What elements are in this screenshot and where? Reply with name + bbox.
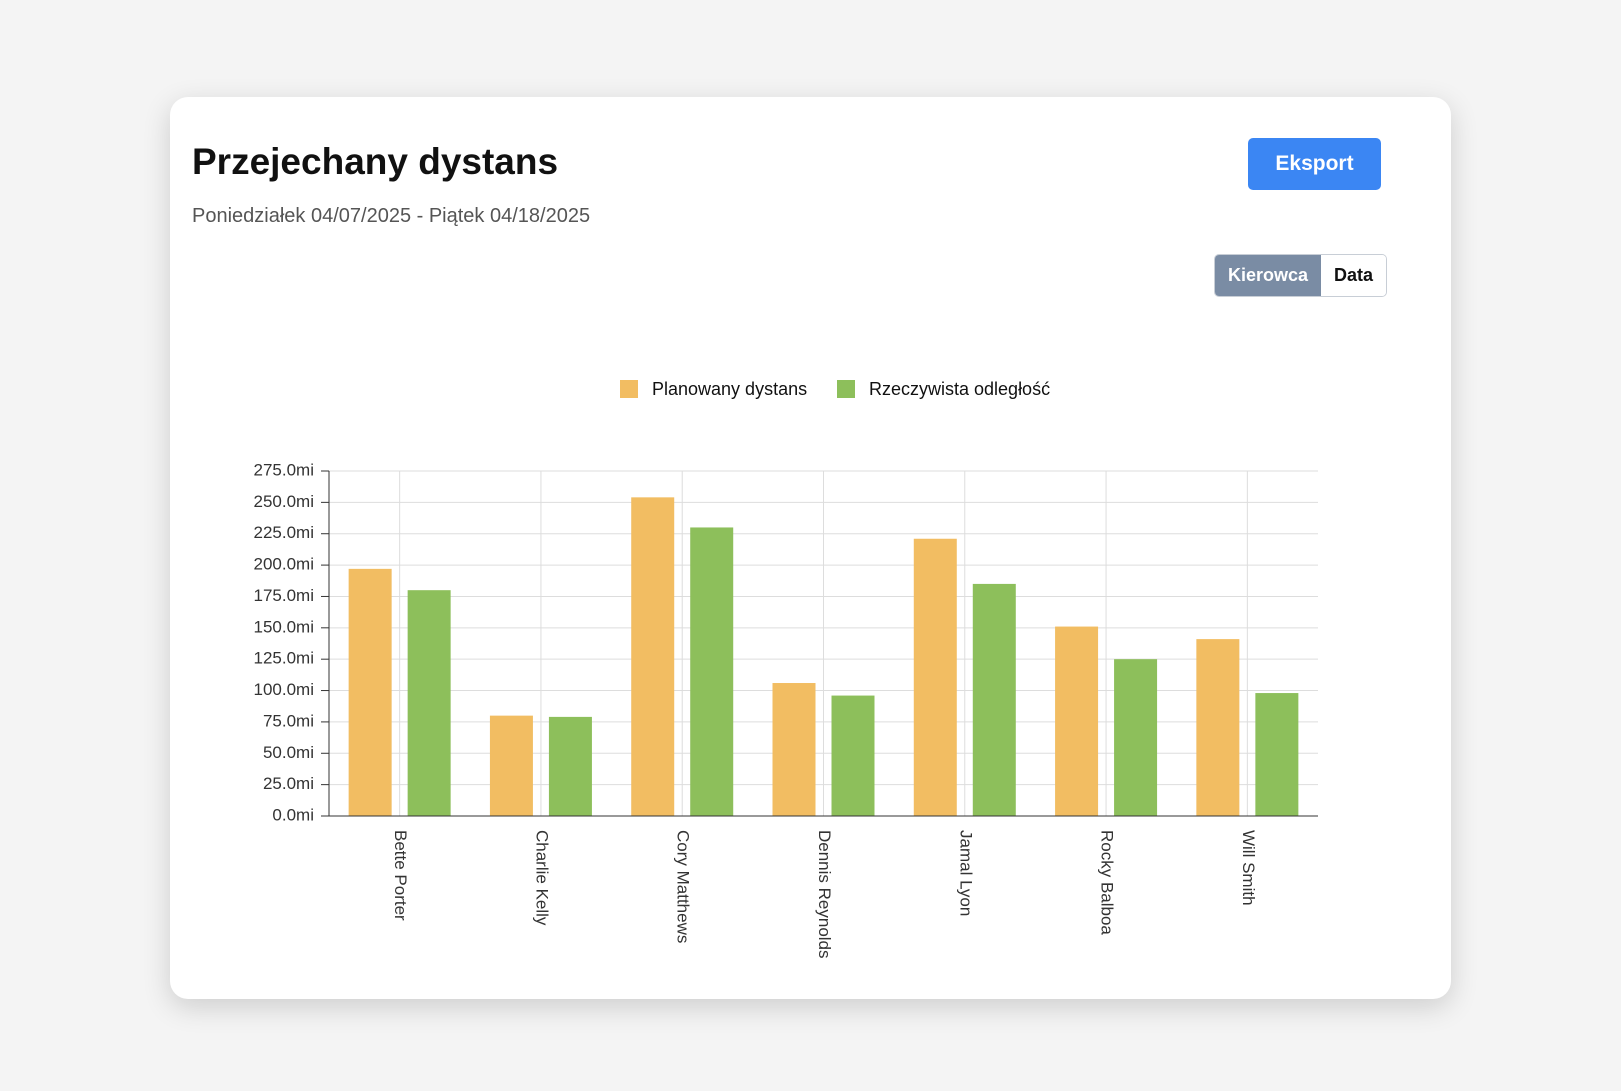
legend-swatch xyxy=(620,380,638,398)
bar xyxy=(972,583,1016,816)
bar xyxy=(489,715,533,816)
x-tick-label: Rocky Balboa xyxy=(1098,830,1117,935)
y-tick-label: 0.0mi xyxy=(272,805,314,824)
bar xyxy=(831,695,875,816)
y-tick-label: 75.0mi xyxy=(263,711,314,730)
bar xyxy=(690,527,734,816)
legend-label: Planowany dystans xyxy=(652,379,807,399)
bar xyxy=(407,590,451,816)
bar xyxy=(1114,659,1158,816)
y-tick-label: 225.0mi xyxy=(254,523,314,542)
bar xyxy=(772,683,816,816)
y-tick-label: 150.0mi xyxy=(254,617,314,636)
y-tick-label: 100.0mi xyxy=(254,680,314,699)
bar xyxy=(1196,639,1240,816)
y-tick-label: 200.0mi xyxy=(254,555,314,574)
bar xyxy=(548,716,592,816)
legend-label: Rzeczywista odległość xyxy=(869,379,1050,399)
toggle-driver[interactable]: Kierowca xyxy=(1215,255,1322,296)
y-tick-label: 125.0mi xyxy=(254,649,314,668)
y-tick-label: 25.0mi xyxy=(263,774,314,793)
x-tick-label: Bette Porter xyxy=(391,830,410,921)
bar xyxy=(348,568,392,816)
y-tick-label: 175.0mi xyxy=(254,586,314,605)
legend-swatch xyxy=(837,380,855,398)
x-tick-label: Cory Matthews xyxy=(674,830,693,943)
toggle-date[interactable]: Data xyxy=(1321,255,1387,296)
title: Przejechany dystans xyxy=(192,141,559,182)
y-tick-label: 50.0mi xyxy=(263,743,314,762)
x-tick-label: Will Smith xyxy=(1239,830,1258,906)
bar xyxy=(1255,693,1299,816)
x-tick-label: Jamal Lyon xyxy=(956,830,975,916)
y-tick-label: 275.0mi xyxy=(254,460,314,479)
subtitle: Poniedziałek 04/07/2025 - Piątek 04/18/2… xyxy=(192,205,591,227)
bar xyxy=(631,497,675,816)
toggle: Kierowca Data xyxy=(1214,254,1388,297)
bar xyxy=(1055,626,1099,816)
x-tick-label: Charlie Kelly xyxy=(532,830,551,926)
bar xyxy=(913,538,957,816)
export-button[interactable]: Eksport xyxy=(1248,138,1381,190)
card: Przejechany dystans Poniedziałek 04/07/2… xyxy=(170,97,1451,999)
x-tick-label: Dennis Reynolds xyxy=(815,830,834,959)
y-tick-label: 250.0mi xyxy=(254,492,314,511)
